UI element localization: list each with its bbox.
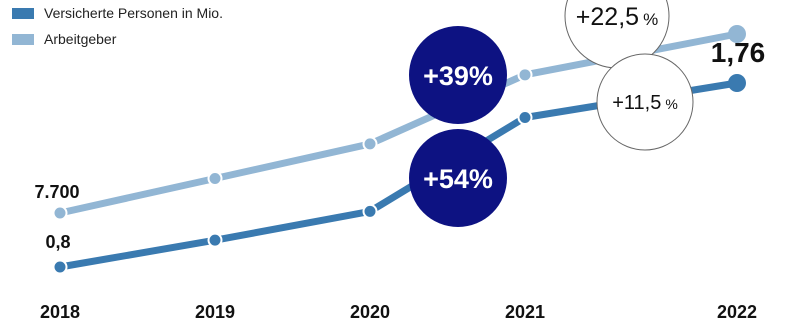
- x-tick-label-2021: 2021: [505, 302, 545, 322]
- legend-label-versicherte: Versicherte Personen in Mio.: [44, 5, 223, 21]
- x-tick-label-2019: 2019: [195, 302, 235, 322]
- point-versicherte-2018: [52, 259, 68, 275]
- badge-personen-54-circle: [409, 129, 507, 227]
- x-tick-label-2018: 2018: [40, 302, 80, 322]
- point-arbeitgeber-2018: [52, 205, 68, 221]
- x-tick-label-2020: 2020: [350, 302, 390, 322]
- badge-arbeitgeber-39-text: +39%: [423, 61, 493, 91]
- point-versicherte-2020: [362, 203, 378, 219]
- badge-arbeitgeber-22-text: +22,5%: [576, 3, 658, 31]
- badge-personen-11-circle: [596, 53, 694, 151]
- data-label-arbeitgeber-2018: 7.700: [34, 182, 79, 202]
- point-arbeitgeber-2019: [207, 170, 223, 186]
- legend: Versicherte Personen in Mio. Arbeitgeber: [12, 0, 223, 52]
- badge-personen-54-text: +54%: [423, 164, 493, 194]
- point-arbeitgeber-2020: [362, 136, 378, 152]
- badge-personen-11-number: +11,5: [612, 92, 661, 114]
- data-label-versicherte-2018: 0,8: [45, 232, 70, 252]
- point-arbeitgeber-2021: [517, 67, 533, 83]
- data-label-versicherte-2022: 1,76: [711, 37, 766, 68]
- legend-swatch-versicherte: [12, 7, 34, 19]
- x-tick-label-2022: 2022: [717, 302, 757, 322]
- legend-item-versicherte: Versicherte Personen in Mio.: [12, 0, 223, 26]
- badge-personen-11-unit: %: [665, 96, 677, 112]
- badge-arbeitgeber-22-unit: %: [643, 10, 658, 29]
- point-versicherte-2021: [517, 110, 533, 125]
- legend-label-arbeitgeber: Arbeitgeber: [44, 31, 117, 47]
- point-versicherte-2019: [207, 232, 223, 248]
- badge-arbeitgeber-22-number: +22,5: [576, 3, 639, 31]
- badge-personen-11-text: +11,5%: [612, 92, 678, 114]
- badge-arbeitgeber-39-circle: [409, 26, 507, 124]
- legend-item-arbeitgeber: Arbeitgeber: [12, 26, 223, 52]
- legend-swatch-arbeitgeber: [12, 33, 34, 45]
- point-arbeitgeber-2022: [728, 25, 746, 43]
- point-versicherte-2022: [728, 74, 746, 92]
